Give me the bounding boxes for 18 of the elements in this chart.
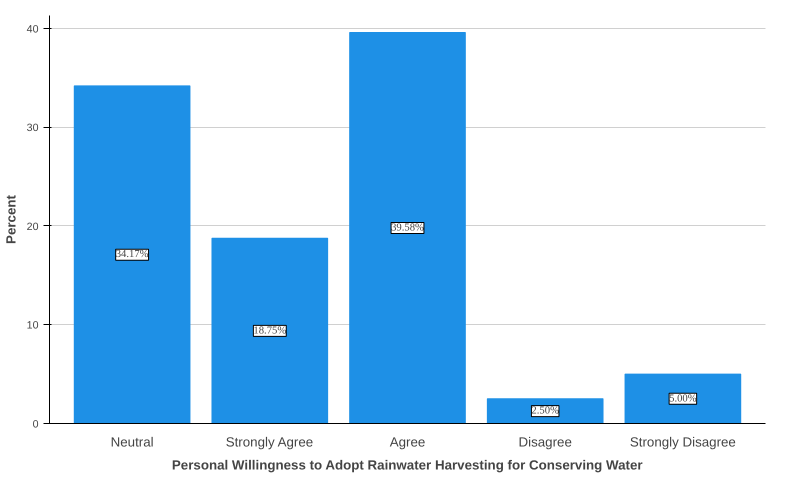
bar	[624, 374, 742, 424]
bar	[486, 398, 604, 424]
y-tick-label: 0	[32, 418, 39, 430]
bar	[74, 85, 190, 424]
bar	[211, 238, 328, 424]
x-tick-label: Neutral	[110, 434, 154, 450]
y-tick-label: 10	[26, 320, 39, 332]
y-tick-label: 30	[26, 122, 39, 134]
x-tick-label: Strongly Disagree	[630, 434, 736, 450]
x-tick-label: Agree	[390, 434, 426, 450]
y-tick-label: 20	[26, 220, 39, 233]
data-label: 39.58%	[391, 222, 424, 234]
y-tick-label: 40	[26, 23, 39, 36]
bar	[349, 32, 466, 424]
x-axis-title: Personal Willingness to Adopt Rainwater Harvesting for Conserving Water	[172, 458, 643, 472]
x-tick-label: Disagree	[518, 434, 572, 450]
y-axis-title: Percent	[4, 194, 19, 244]
x-tick-label: Strongly Agree	[226, 434, 314, 450]
